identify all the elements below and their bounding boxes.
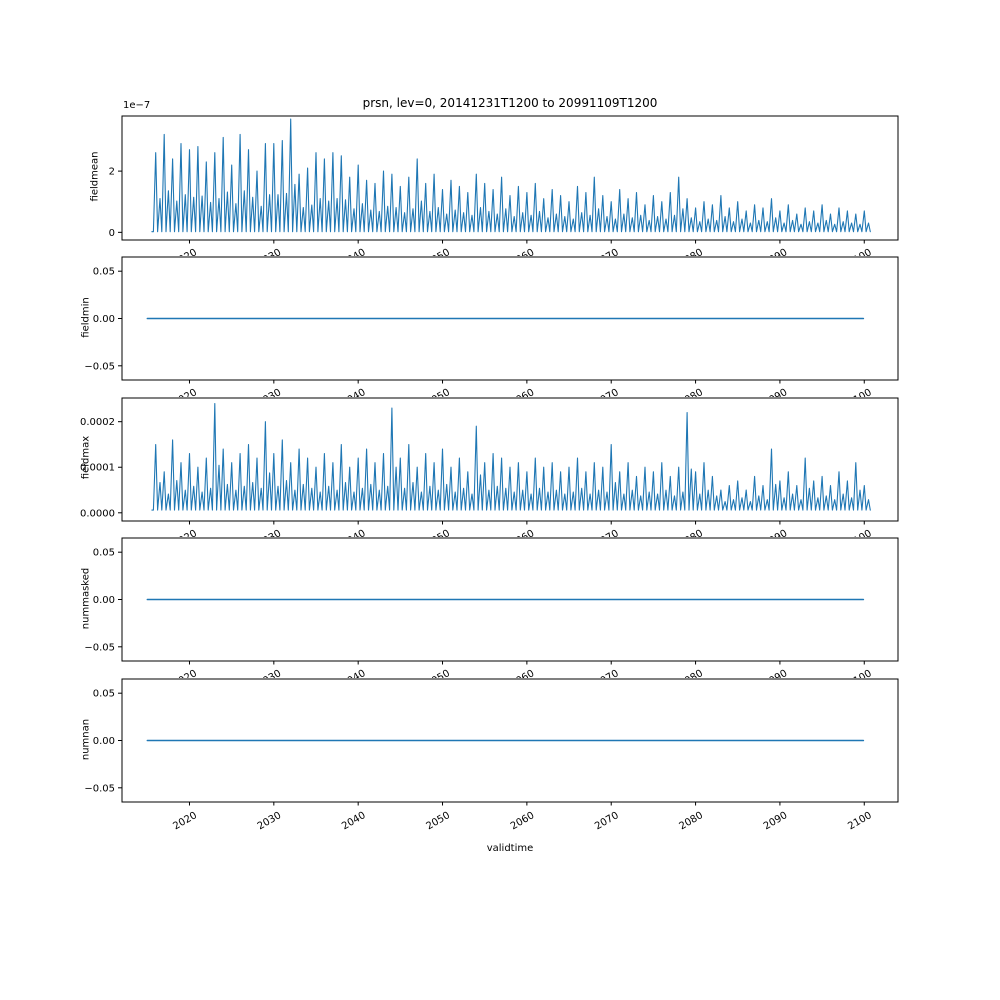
y-tick-label: 0.05 [93,267,115,278]
x-tick-label: 2070 [593,528,621,550]
x-tick-label: 2020 [171,387,199,409]
y-tick-label: 0 [109,228,115,239]
x-tick-label: 2080 [678,668,706,690]
x-tick-label: 2090 [762,247,790,269]
x-tick-label: 2050 [424,247,452,269]
x-tick-label: 2060 [509,810,537,832]
x-tick-label: 2070 [593,810,621,832]
x-tick-label: 2030 [256,528,284,550]
x-tick-label: 2030 [256,387,284,409]
x-tick-labels-clipped: 2020 2030 2040 2050 2060 2070 2080 2090 2100 [171,387,874,409]
x-tick-label: 2080 [678,810,706,832]
y-tick-label: −0.05 [84,642,115,653]
x-tick-label: 2050 [424,668,452,690]
x-tick-label: 2090 [762,387,790,409]
x-tick-label: 2100 [846,528,874,550]
x-tick-label: 2020 [171,528,199,550]
x-tick-label: 2070 [593,387,621,409]
y-axis-offset-text: 1e−7 [123,100,151,111]
y-tick-label: −0.05 [84,783,115,794]
subplot-nummasked: 0.05 0.00 −0.05 2020 2030 2040 2050 2060 2070 208… [84,537,899,690]
x-tick-label: 2090 [762,668,790,690]
y-tick-label: 0.05 [93,548,115,559]
x-tick-label: 2080 [678,387,706,409]
x-tick-label: 2090 [762,528,790,550]
x-tick-label: 2050 [424,387,452,409]
x-tick-label: 2030 [256,810,284,832]
x-tick-label: 2060 [509,668,537,690]
y-tick-label: 2 [109,167,115,178]
x-tick-label: 2040 [340,810,368,832]
x-axis-label: validtime [486,843,534,854]
x-tick-label: 2020 [171,668,199,690]
y-tick-label: 0.00 [93,314,115,325]
y-tick-label: −0.05 [84,361,115,372]
y-tick-label: 0.0000 [80,508,115,519]
x-tick-label: 2060 [509,247,537,269]
x-tick-label: 2050 [424,810,452,832]
y-axis-label-numnan: numnan [80,718,92,761]
x-tick-label: 2030 [256,668,284,690]
x-tick-label: 2030 [256,247,284,269]
subplot-numnan: 0.05 0.00 −0.05 2020 2030 2040 2050 2060 2070 208… [84,678,899,832]
x-tick-label: 2060 [509,387,537,409]
y-axis-label-fieldmax: fieldmax [80,435,92,480]
y-axis-label-fieldmin: fieldmin [80,297,92,338]
x-tick-label: 2040 [340,528,368,550]
x-tick-label: 2050 [424,528,452,550]
data-line-fieldmean [151,118,871,233]
y-tick-label: 0.0001 [80,463,115,474]
chart-title: prsn, lev=0, 20141231T1200 to 20991109T1… [362,96,658,110]
y-tick-label: 0.00 [93,595,115,606]
x-tick-labels-clipped: 2020 2030 2040 2050 2060 2070 2080 2090 2100 [171,247,874,269]
x-tick-label: 2040 [340,247,368,269]
axes-border [121,115,899,241]
x-tick-label: 2060 [509,528,537,550]
x-tick-label: 2100 [846,668,874,690]
x-tick-labels-clipped: 2020 2030 2040 2050 2060 2070 2080 2090 2100 [171,528,874,550]
x-tick-label: 2070 [593,247,621,269]
x-tick-labels-clipped: 2020 2030 2040 2050 2060 2070 2080 2090 2100 [171,668,874,690]
x-tick-label: 2100 [846,810,874,832]
y-tick-label: 0.0002 [80,417,115,428]
axes-border [121,397,899,522]
x-tick-label: 2020 [171,810,199,832]
subplot-fieldmin: 0.05 0.00 −0.05 2020 2030 2040 2050 2060 2070 208… [84,256,899,409]
y-tick-label: 0.00 [93,736,115,747]
data-line-fieldmax [151,402,871,511]
y-tick-label: 0.05 [93,689,115,700]
x-tick-label: 2080 [678,247,706,269]
y-axis-label-nummasked: nummasked [80,567,92,630]
y-axis-label-fieldmean: fieldmean [89,151,101,202]
x-tick-label: 2090 [762,810,790,832]
x-tick-label: 2040 [340,668,368,690]
x-tick-label: 2020 [171,247,199,269]
x-tick-label: 2100 [846,387,874,409]
x-tick-label: 2080 [678,528,706,550]
x-tick-label: 2100 [846,247,874,269]
x-tick-label: 2070 [593,668,621,690]
x-tick-labels: 2020 2030 2040 2050 2060 2070 2080 2090 2100 [171,810,873,832]
x-tick-label: 2040 [340,387,368,409]
